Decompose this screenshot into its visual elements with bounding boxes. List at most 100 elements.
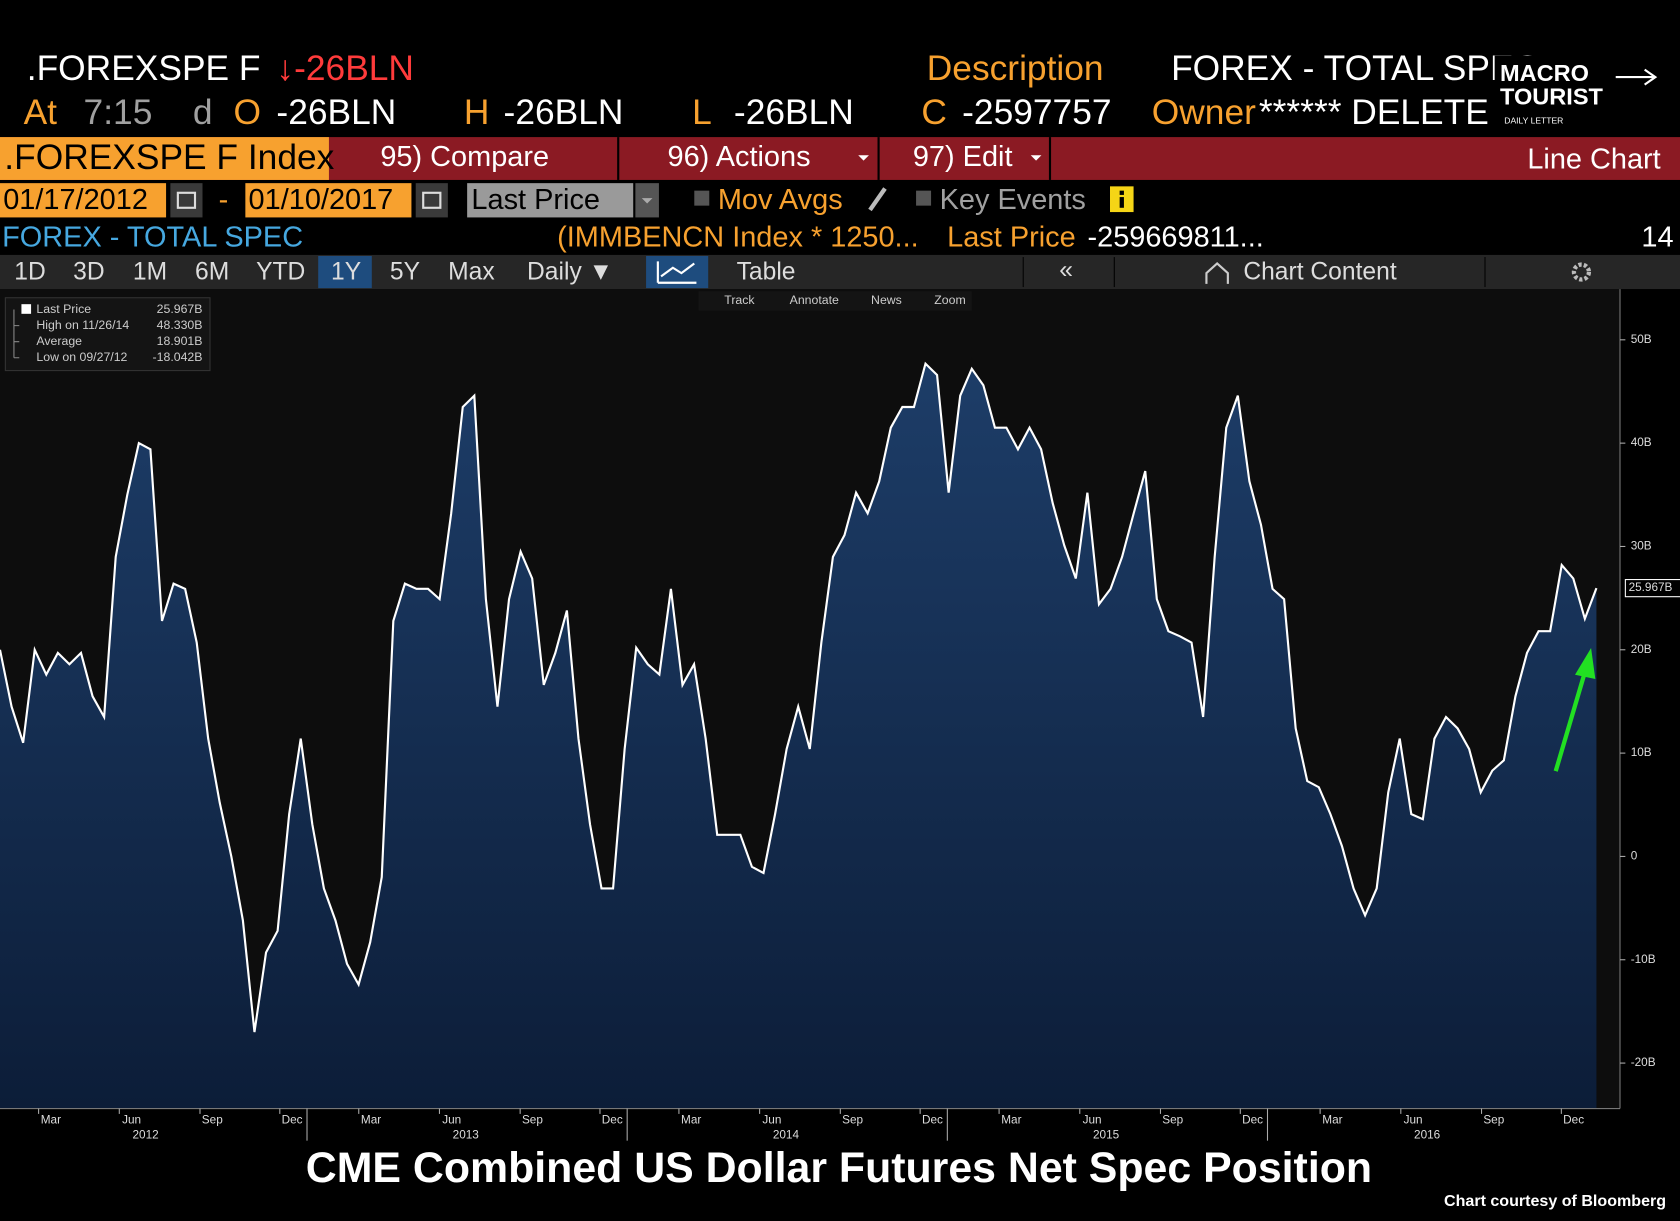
tab-bg[interactable]: [318, 255, 372, 289]
end-date: 01/10/2017: [249, 184, 394, 216]
last-label: Last Price: [947, 221, 1076, 253]
logo-line3: DAILY LETTER: [1504, 115, 1563, 125]
calendar-glyph: [176, 191, 197, 209]
owner-label: Owner: [1152, 93, 1256, 132]
legend-swatch: [21, 304, 32, 314]
date-dash: -: [219, 184, 229, 216]
annotation-arrow: [1553, 668, 1588, 772]
x-tick-label: Sep: [842, 1113, 863, 1126]
info-glyph: [1119, 197, 1124, 208]
tab[interactable]: 5Y: [390, 259, 420, 286]
tool[interactable]: Zoom: [934, 293, 965, 307]
security-box[interactable]: [0, 137, 329, 180]
pencil-icon[interactable]: [868, 187, 887, 212]
time: 7:15: [84, 93, 153, 132]
field-box[interactable]: [467, 183, 634, 218]
tab[interactable]: 1Y: [331, 259, 361, 286]
calendar-glyph: [422, 191, 442, 209]
x-tick-label: Jun: [1404, 1113, 1423, 1126]
tab[interactable]: 1M: [133, 259, 167, 286]
tool[interactable]: Track: [724, 293, 755, 307]
high: -26BLN: [504, 93, 624, 132]
chart-glyph: [656, 261, 697, 284]
logo-line2: TOURIST: [1500, 84, 1604, 110]
tab-bg[interactable]: [3, 255, 55, 289]
compare-button[interactable]: 95) Compare: [380, 141, 549, 173]
tool[interactable]: Annotate: [790, 293, 839, 307]
y-tick-label: 30B: [1631, 540, 1652, 553]
open: -26BLN: [276, 93, 396, 132]
at-label: At: [24, 93, 58, 132]
annotation-arrowhead: [1575, 647, 1596, 680]
tabs: 1D 3D 1M 6M YTD 1Y 5Y Max Daily ▼: [3, 255, 626, 289]
chart-content-button[interactable]: Chart Content: [1243, 259, 1396, 286]
legend-label: Low on 09/27/12: [36, 350, 127, 364]
tools-bar: [698, 291, 972, 311]
tab[interactable]: 6M: [195, 259, 229, 286]
x-axis-bg: [0, 1108, 1680, 1145]
y-tick-label: 50B: [1631, 333, 1652, 346]
collapse-button[interactable]: «: [1059, 256, 1073, 283]
line: [0, 361, 1598, 1033]
legend-value: 25.967B: [157, 302, 203, 316]
edit-button[interactable]: 97) Edit: [913, 141, 1013, 173]
area: [0, 363, 1597, 1109]
settings-icon[interactable]: [1571, 262, 1592, 282]
last-value: -259669811...: [1088, 221, 1264, 253]
x-tick-label: Jun: [122, 1113, 141, 1126]
x-tick-label: Dec: [1563, 1113, 1584, 1126]
year-label: 2012: [133, 1128, 159, 1141]
end-date-box[interactable]: [245, 183, 412, 218]
series-name: FOREX - TOTAL SPEC: [2, 221, 303, 253]
x-tick-label: Sep: [1483, 1113, 1504, 1126]
field: Last Price: [471, 184, 600, 216]
owner: ****** DELETE: [1259, 93, 1489, 132]
calendar-icon[interactable]: [170, 183, 203, 218]
tab-bg[interactable]: [436, 255, 505, 289]
tab[interactable]: Max: [448, 259, 495, 286]
view-label: Line Chart: [1527, 143, 1660, 175]
x-tick-label: Jun: [762, 1113, 781, 1126]
y-tick-label: 10B: [1631, 746, 1652, 759]
x-tick-label: Sep: [522, 1113, 543, 1126]
tab-bg[interactable]: [377, 255, 431, 289]
checkbox[interactable]: [694, 190, 710, 206]
ticker: .FOREXSPE F: [27, 49, 261, 88]
legend-box: [4, 297, 211, 372]
tab-bg[interactable]: [512, 255, 626, 289]
tool[interactable]: News: [871, 293, 902, 307]
start-date-box[interactable]: [0, 183, 167, 218]
year-label: 2013: [453, 1128, 480, 1141]
tab-bg[interactable]: [61, 255, 115, 289]
y-tick-label: -10B: [1631, 953, 1656, 966]
tab[interactable]: YTD: [256, 259, 305, 286]
last-value-label: 25.967B: [1629, 581, 1673, 594]
description: FOREX - TOTAL SPEC: [1171, 49, 1539, 88]
calendar-icon[interactable]: [415, 183, 448, 218]
description-label: Description: [927, 49, 1104, 88]
x-tick-label: Dec: [922, 1113, 943, 1126]
legend-label: Last Price: [36, 302, 91, 316]
tab[interactable]: 1D: [14, 259, 45, 286]
table-button[interactable]: Table: [737, 259, 796, 286]
plot: 50B 40B 30B 20B 10B 0 -10B -20B 25.967B Mar Jun Sep…: [0, 289, 1680, 1145]
tab-bg[interactable]: [182, 255, 240, 289]
legend-label: High on 11/26/14: [36, 318, 129, 332]
low-label: L: [692, 93, 712, 132]
tab[interactable]: Daily ▼: [527, 259, 613, 286]
dropdown-caret: [1030, 155, 1042, 161]
x-tick-label: Sep: [202, 1113, 223, 1126]
tab[interactable]: 3D: [73, 259, 104, 286]
actions-button[interactable]: 96) Actions: [668, 141, 811, 173]
year-label: 2014: [773, 1128, 800, 1141]
tab-bg[interactable]: [244, 255, 315, 289]
x-tick-label: Jun: [442, 1113, 461, 1126]
legend: Last Price 25.967B High on 11/26/14 48.330B…: [13, 302, 203, 364]
tab-bg[interactable]: [120, 255, 178, 289]
x-tick-label: Mar: [681, 1113, 701, 1126]
checkbox[interactable]: [916, 190, 932, 206]
x-tick-label: Mar: [41, 1113, 61, 1126]
y-axis-bg: [1620, 289, 1680, 1109]
y-tick-label: 40B: [1631, 436, 1652, 449]
